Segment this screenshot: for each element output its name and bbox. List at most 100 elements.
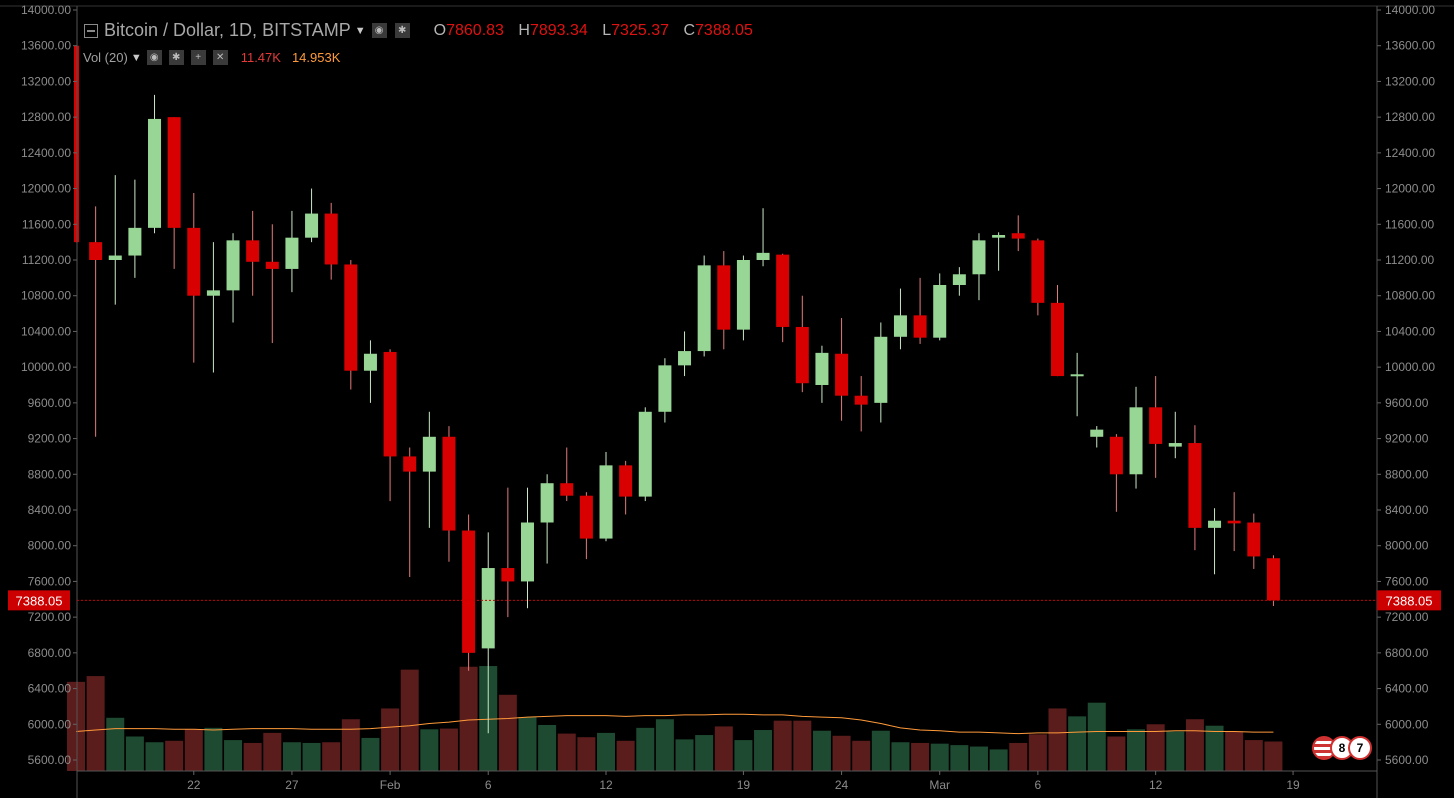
y-tick-label-left: 12000.00 xyxy=(21,182,71,196)
candle-body xyxy=(226,240,240,291)
candle-body xyxy=(972,240,986,275)
volume-indicator-label[interactable]: Vol (20) xyxy=(83,50,128,65)
ohlc-low-value: 7325.37 xyxy=(611,21,669,39)
y-tick-label-left: 13600.00 xyxy=(21,39,71,53)
y-tick-label-right: 10000.00 xyxy=(1385,360,1435,374)
volume-bar xyxy=(793,720,812,771)
y-tick-label-left: 6800.00 xyxy=(28,646,72,660)
volume-bar xyxy=(1009,742,1028,771)
candle-body xyxy=(560,483,574,496)
candle-body xyxy=(1109,436,1123,475)
volume-bar xyxy=(577,737,596,771)
volume-bar xyxy=(734,740,753,771)
candle-body xyxy=(913,315,927,338)
candle-body xyxy=(1266,558,1280,601)
chevron-down-icon[interactable]: ▼ xyxy=(130,51,142,64)
volume-bar xyxy=(1068,716,1087,771)
ohlc-close-label: C xyxy=(683,21,696,39)
volume-bar xyxy=(1166,731,1185,771)
last-price-label-left: 7388.05 xyxy=(16,593,63,608)
volume-bar xyxy=(1185,719,1204,771)
candle-body xyxy=(324,213,338,265)
candle-body xyxy=(717,265,731,330)
candle-body xyxy=(795,326,809,384)
candle-body xyxy=(579,495,593,539)
volume-bar xyxy=(852,740,871,771)
x-tick-label: 22 xyxy=(187,778,201,792)
last-price-label-right: 7388.05 xyxy=(1386,593,1433,608)
candle-body xyxy=(442,436,456,531)
y-tick-label-left: 7200.00 xyxy=(28,610,72,624)
plus-icon[interactable]: + xyxy=(190,50,206,65)
volume-bar xyxy=(439,728,458,771)
volume-bar xyxy=(341,719,360,771)
volume-bar xyxy=(243,742,262,771)
candle-body xyxy=(933,285,947,338)
volume-bar xyxy=(557,733,576,771)
gear-icon[interactable]: ✱ xyxy=(394,23,410,38)
y-tick-label-right: 10400.00 xyxy=(1385,324,1435,338)
candle-body xyxy=(422,436,436,472)
y-tick-label-left: 8400.00 xyxy=(28,503,72,517)
x-tick-label: 12 xyxy=(1149,778,1163,792)
volume-bar xyxy=(812,730,831,771)
volume-bar xyxy=(518,717,537,771)
y-tick-label-right: 11200.00 xyxy=(1385,253,1434,267)
chevron-down-icon[interactable]: ▼ xyxy=(354,24,366,37)
candle-body xyxy=(1129,407,1143,475)
symbol-collapse-icon[interactable] xyxy=(84,23,98,38)
y-tick-label-left: 10000.00 xyxy=(21,360,71,374)
candle-body xyxy=(815,352,829,385)
y-tick-label-right: 9600.00 xyxy=(1385,396,1429,410)
volume-bar xyxy=(989,749,1008,771)
y-tick-label-left: 9600.00 xyxy=(28,396,72,410)
eye-icon[interactable]: ◉ xyxy=(146,50,162,65)
gear-icon[interactable]: ✱ xyxy=(168,50,184,65)
y-tick-label-right: 8000.00 xyxy=(1385,539,1429,553)
volume-bar xyxy=(616,740,635,771)
ohlc-low-label: L xyxy=(602,21,612,39)
volume-bar xyxy=(204,727,223,771)
candles xyxy=(74,45,1280,734)
x-tick-label: 6 xyxy=(485,778,492,792)
close-icon[interactable]: ✕ xyxy=(212,50,228,65)
y-tick-label-right: 8400.00 xyxy=(1385,503,1429,517)
x-tick-label: 19 xyxy=(1286,778,1300,792)
x-tick-label: 24 xyxy=(835,778,849,792)
volume-bar xyxy=(950,745,969,771)
ohlc-high-label: H xyxy=(518,21,530,39)
symbol-title[interactable]: Bitcoin / Dollar, 1D, BITSTAMP xyxy=(104,20,351,40)
event-flag-count[interactable]: 7 xyxy=(1348,736,1372,760)
volume-bar xyxy=(184,729,203,771)
volume-bar xyxy=(695,735,714,771)
y-tick-label-left: 6000.00 xyxy=(28,717,72,731)
x-tick-label: 12 xyxy=(599,778,613,792)
candle-body xyxy=(952,274,966,285)
ohlc-high-value: 7893.34 xyxy=(529,21,588,39)
candle-body xyxy=(305,213,319,238)
volume-bar xyxy=(597,732,616,771)
candle-body xyxy=(481,568,495,649)
volume-bar xyxy=(754,730,773,771)
volume-bar xyxy=(655,719,674,771)
y-tick-label-left: 6400.00 xyxy=(28,682,72,696)
event-flags[interactable]: 8 7 xyxy=(1312,736,1372,760)
y-tick-label-right: 13200.00 xyxy=(1385,74,1435,88)
x-tick-label: 27 xyxy=(285,778,299,792)
volume-ma-line xyxy=(75,713,1274,735)
y-tick-label-right: 12000.00 xyxy=(1385,182,1435,196)
candle-body xyxy=(1149,407,1163,444)
y-tick-label-right: 6800.00 xyxy=(1385,646,1429,660)
eye-icon[interactable]: ◉ xyxy=(371,23,387,38)
candle-body xyxy=(992,235,1006,238)
y-tick-label-left: 13200.00 xyxy=(21,74,71,88)
y-tick-label-left: 9200.00 xyxy=(28,432,72,446)
volume-bar xyxy=(1225,731,1244,771)
y-tick-label-right: 8800.00 xyxy=(1385,467,1429,481)
candle-body xyxy=(1247,522,1261,557)
candle-body xyxy=(285,237,299,269)
candle-body xyxy=(246,240,260,262)
volume-value: 11.47K xyxy=(240,50,281,65)
volume-bar xyxy=(1087,702,1106,771)
